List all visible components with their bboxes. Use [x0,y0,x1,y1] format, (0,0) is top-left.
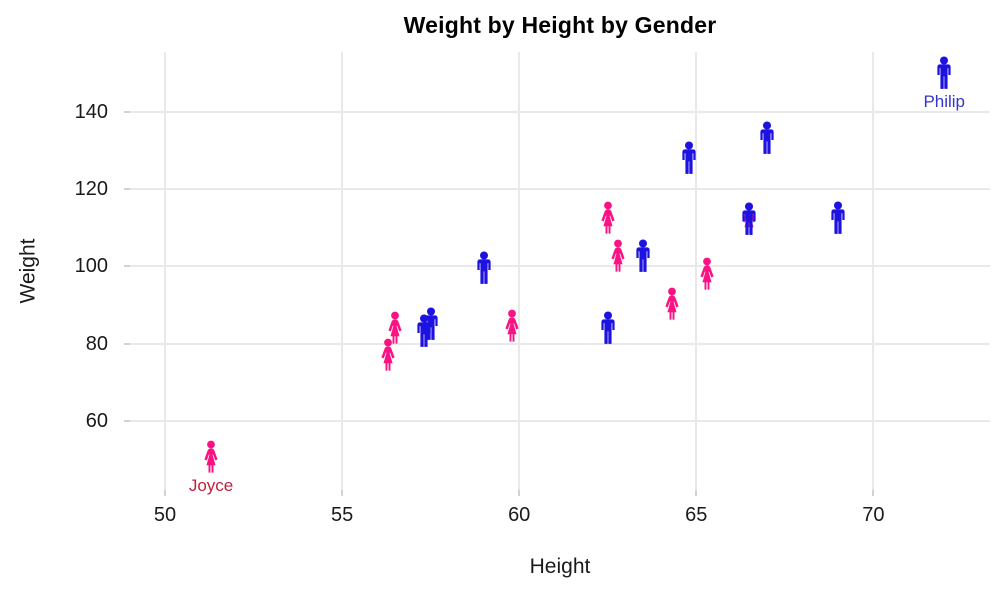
gridline-x-60 [518,52,521,490]
male-person-icon [676,141,702,176]
gridline-x-55 [341,52,344,490]
y-tick-mark-140 [124,110,130,113]
gridline-x-65 [695,52,698,490]
male-person-icon [595,311,621,346]
y-tick-label-140: 140 [74,100,108,123]
x-tick-mark-50 [164,490,166,496]
female-person-icon [595,201,621,236]
plot-area: Philip Joyce [130,52,990,495]
y-tick-label-120: 120 [74,178,108,201]
x-tick-label-50: 50 [153,504,177,526]
y-tick-mark-100 [124,265,130,268]
male-person-icon [471,251,497,286]
x-tick-label-65: 65 [685,504,708,526]
y-tick-mark-80 [124,342,130,345]
female-person-icon [375,338,401,373]
chart-title: Weight by Height by Gender [403,12,717,38]
female-person-icon [694,257,720,292]
female-person-icon [382,311,408,346]
female-person-icon [605,239,631,274]
gridline-y-60 [130,419,990,422]
x-tick-label-70: 70 [862,504,885,526]
gridline-y-120 [130,188,990,191]
y-axis-title-text: Weight [16,238,40,304]
female-person-icon [659,287,685,322]
male-person-icon [825,201,851,236]
x-tick-mark-65 [695,490,698,496]
x-tick-label-60: 60 [508,504,531,526]
y-tick-label-80: 80 [85,332,108,355]
gridline-y-140 [130,110,990,113]
x-tick-mark-55 [341,490,344,496]
male-person-icon [418,307,444,342]
x-axis-title: Height [529,555,591,578]
gridline-y-80 [130,342,990,345]
x-tick-label-55: 55 [330,504,354,526]
female-person-icon [499,309,525,344]
x-tick-mark-60 [518,490,521,496]
y-tick-label-100: 100 [74,255,108,278]
y-tick-label-60: 60 [85,409,108,432]
x-tick-mark-70 [872,490,875,496]
male-person-icon [754,121,780,156]
gridline-y-100 [130,265,990,268]
male-person-icon [630,239,656,274]
gridline-x-50 [164,52,166,490]
y-tick-mark-120 [124,188,130,191]
gridline-x-70 [872,52,875,490]
y-tick-mark-60 [124,419,130,422]
point-label-philip: Philip [923,92,966,112]
male-person-icon [931,56,957,91]
point-label-joyce: Joyce [188,476,234,496]
male-person-icon [736,202,762,237]
female-person-icon [198,440,224,475]
